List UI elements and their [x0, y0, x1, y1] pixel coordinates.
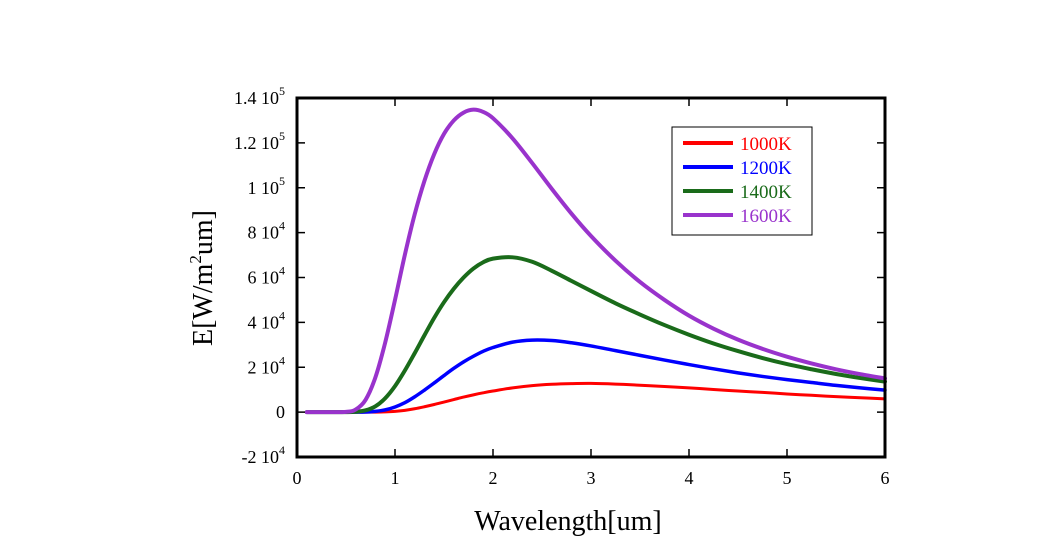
legend-label-1000K: 1000K — [740, 134, 792, 155]
y-tick-exponent-4: 4 — [279, 264, 285, 278]
x-tick-label-6: 6 — [881, 468, 890, 488]
y-tick-mantissa-4: 6 10 — [248, 268, 280, 288]
x-tick-label-4: 4 — [685, 468, 694, 488]
y-tick-label-7: 1.2 105 — [234, 129, 285, 153]
y-tick-mantissa-5: 8 10 — [248, 223, 280, 243]
y-tick-mantissa-0: -2 10 — [242, 447, 280, 467]
x-tick-label-1: 1 — [391, 468, 400, 488]
y-tick-label-0: -2 104 — [242, 443, 286, 467]
plot-frame — [295, 96, 887, 459]
y-tick-mantissa-7: 1.2 10 — [234, 133, 279, 153]
y-tick-label-3: 4 104 — [248, 308, 286, 332]
y-tick-mantissa-6: 1 10 — [248, 178, 280, 198]
y-tick-exponent-8: 5 — [279, 84, 285, 98]
legend-label-1400K: 1400K — [740, 182, 792, 203]
legend-label-1200K: 1200K — [740, 158, 792, 179]
y-tick-label-4: 6 104 — [248, 264, 286, 288]
x-tick-label-2: 2 — [489, 468, 498, 488]
y-tick-label-8: 1.4 105 — [234, 84, 285, 108]
x-tick-label-0: 0 — [293, 468, 302, 488]
y-tick-exponent-0: 4 — [279, 443, 285, 457]
y-tick-mantissa-1: 0 — [276, 402, 285, 422]
y-axis-label: E[W/m2um] — [186, 210, 219, 346]
y-tick-exponent-3: 4 — [279, 308, 285, 322]
series-line-1200K — [305, 338, 887, 414]
y-axis-label-prefix: E[W/m — [188, 263, 219, 346]
y-axis-label-sup: 2 — [186, 255, 205, 264]
y-tick-mantissa-3: 4 10 — [248, 312, 280, 332]
legend-items: 1000K 1200K 1400K 1600K — [683, 134, 792, 227]
y-tick-exponent-2: 4 — [279, 353, 285, 367]
y-tick-label-2: 2 104 — [248, 353, 286, 377]
y-tick-label-6: 1 105 — [248, 174, 286, 198]
y-axis-label-suffix: um] — [188, 210, 219, 255]
x-tick-label-3: 3 — [587, 468, 596, 488]
legend: 1000K 1200K 1400K 1600K — [671, 126, 813, 236]
y-tick-label-5: 8 104 — [248, 219, 286, 243]
y-tick-mantissa-2: 2 10 — [248, 357, 280, 377]
series-line-1400K — [304, 255, 887, 415]
y-tick-exponent-7: 5 — [279, 129, 285, 143]
y-tick-exponent-5: 4 — [279, 219, 285, 233]
x-tick-labels: 0 1 2 3 4 5 6 — [293, 468, 890, 488]
series-line-1600K — [304, 107, 887, 415]
legend-label-1600K: 1600K — [740, 206, 792, 227]
y-tick-exponent-6: 5 — [279, 174, 285, 188]
series-lines — [304, 107, 887, 415]
y-tick-mantissa-8: 1.4 10 — [234, 88, 279, 108]
x-axis-label: Wavelength[um] — [474, 506, 661, 537]
y-tick-label-1: 0 — [276, 402, 285, 422]
x-tick-label-5: 5 — [783, 468, 792, 488]
